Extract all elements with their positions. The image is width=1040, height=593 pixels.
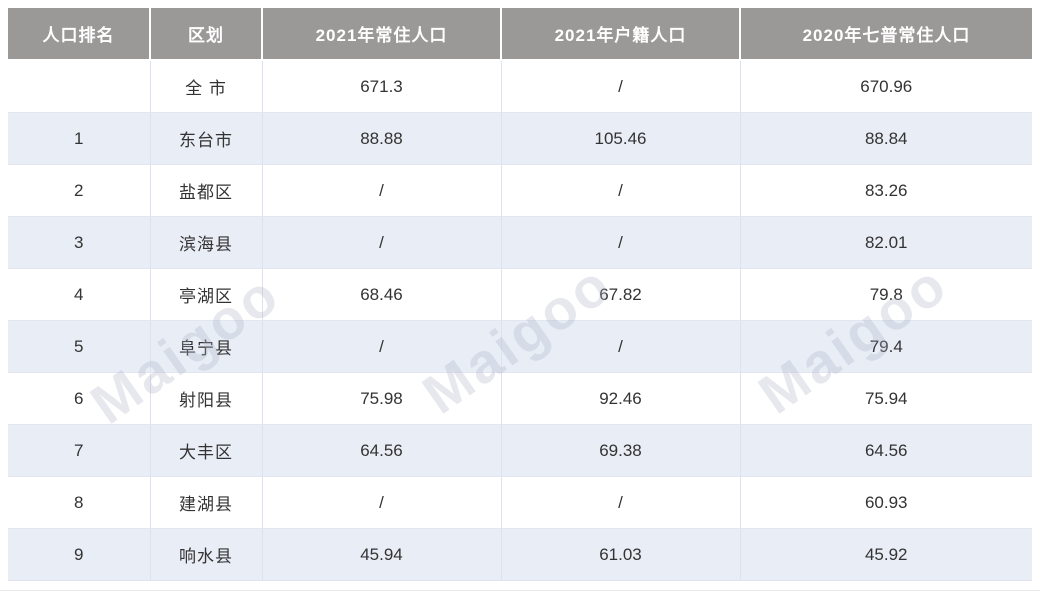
cell-resident-2021: 64.56 [262,424,502,477]
cell-census-2020: 79.4 [740,320,1032,373]
cell-district: 东台市 [150,112,263,165]
cell-district: 全 市 [150,60,263,113]
cell-rank: 2 [8,164,151,217]
cell-registered-2021: 67.82 [501,268,741,321]
table-row: 7 大丰区 64.56 69.38 64.56 [8,424,1032,477]
cell-resident-2021: / [262,216,502,269]
cell-district: 阜宁县 [150,320,263,373]
population-ranking-table: 人口排名 区划 2021年常住人口 2021年户籍人口 2020年七普常住人口 … [8,8,1032,581]
header-row: 人口排名 区划 2021年常住人口 2021年户籍人口 2020年七普常住人口 [8,8,1032,61]
cell-district: 亭湖区 [150,268,263,321]
header-cell-census-2020: 2020年七普常住人口 [740,8,1032,61]
cell-rank: 6 [8,372,151,425]
cell-census-2020: 88.84 [740,112,1032,165]
cell-resident-2021: / [262,164,502,217]
cell-census-2020: 75.94 [740,372,1032,425]
cell-district: 射阳县 [150,372,263,425]
table-row: 2 盐都区 / / 83.26 [8,164,1032,217]
table-row: 6 射阳县 75.98 92.46 75.94 [8,372,1032,425]
header-cell-resident-2021: 2021年常住人口 [262,8,502,61]
header-cell-district: 区划 [150,8,263,61]
cell-district: 大丰区 [150,424,263,477]
table-row: 3 滨海县 / / 82.01 [8,216,1032,269]
population-ranking-table-wrap: 人口排名 区划 2021年常住人口 2021年户籍人口 2020年七普常住人口 … [8,8,1032,581]
cell-rank: 5 [8,320,151,373]
cell-district: 盐都区 [150,164,263,217]
cell-census-2020: 82.01 [740,216,1032,269]
cell-rank: 7 [8,424,151,477]
cell-district: 滨海县 [150,216,263,269]
cell-resident-2021: 45.94 [262,528,502,581]
cell-census-2020: 670.96 [740,60,1032,113]
cell-registered-2021: / [501,164,741,217]
cell-registered-2021: 69.38 [501,424,741,477]
cell-rank: 9 [8,528,151,581]
table-row: 全 市 671.3 / 670.96 [8,60,1032,113]
header-cell-registered-2021: 2021年户籍人口 [501,8,741,61]
cell-registered-2021: / [501,476,741,529]
cell-registered-2021: 92.46 [501,372,741,425]
cell-district: 响水县 [150,528,263,581]
cell-resident-2021: 88.88 [262,112,502,165]
cell-resident-2021: 68.46 [262,268,502,321]
page-bottom-divider [0,590,1040,591]
cell-registered-2021: 105.46 [501,112,741,165]
table-body: 全 市 671.3 / 670.96 1 东台市 88.88 105.46 88… [8,60,1032,581]
table-row: 8 建湖县 / / 60.93 [8,476,1032,529]
cell-census-2020: 64.56 [740,424,1032,477]
cell-resident-2021: 671.3 [262,60,502,113]
table-row: 4 亭湖区 68.46 67.82 79.8 [8,268,1032,321]
cell-registered-2021: / [501,60,741,113]
cell-rank: 4 [8,268,151,321]
cell-rank: 3 [8,216,151,269]
cell-rank [8,60,151,113]
cell-census-2020: 79.8 [740,268,1032,321]
header-cell-rank: 人口排名 [8,8,151,61]
cell-census-2020: 60.93 [740,476,1032,529]
cell-census-2020: 83.26 [740,164,1032,217]
cell-resident-2021: / [262,320,502,373]
cell-district: 建湖县 [150,476,263,529]
table-header: 人口排名 区划 2021年常住人口 2021年户籍人口 2020年七普常住人口 [8,8,1032,61]
cell-census-2020: 45.92 [740,528,1032,581]
cell-registered-2021: / [501,320,741,373]
table-row: 9 响水县 45.94 61.03 45.92 [8,528,1032,581]
cell-registered-2021: 61.03 [501,528,741,581]
table-row: 5 阜宁县 / / 79.4 [8,320,1032,373]
cell-rank: 1 [8,112,151,165]
table-row: 1 东台市 88.88 105.46 88.84 [8,112,1032,165]
cell-registered-2021: / [501,216,741,269]
cell-rank: 8 [8,476,151,529]
cell-resident-2021: 75.98 [262,372,502,425]
cell-resident-2021: / [262,476,502,529]
